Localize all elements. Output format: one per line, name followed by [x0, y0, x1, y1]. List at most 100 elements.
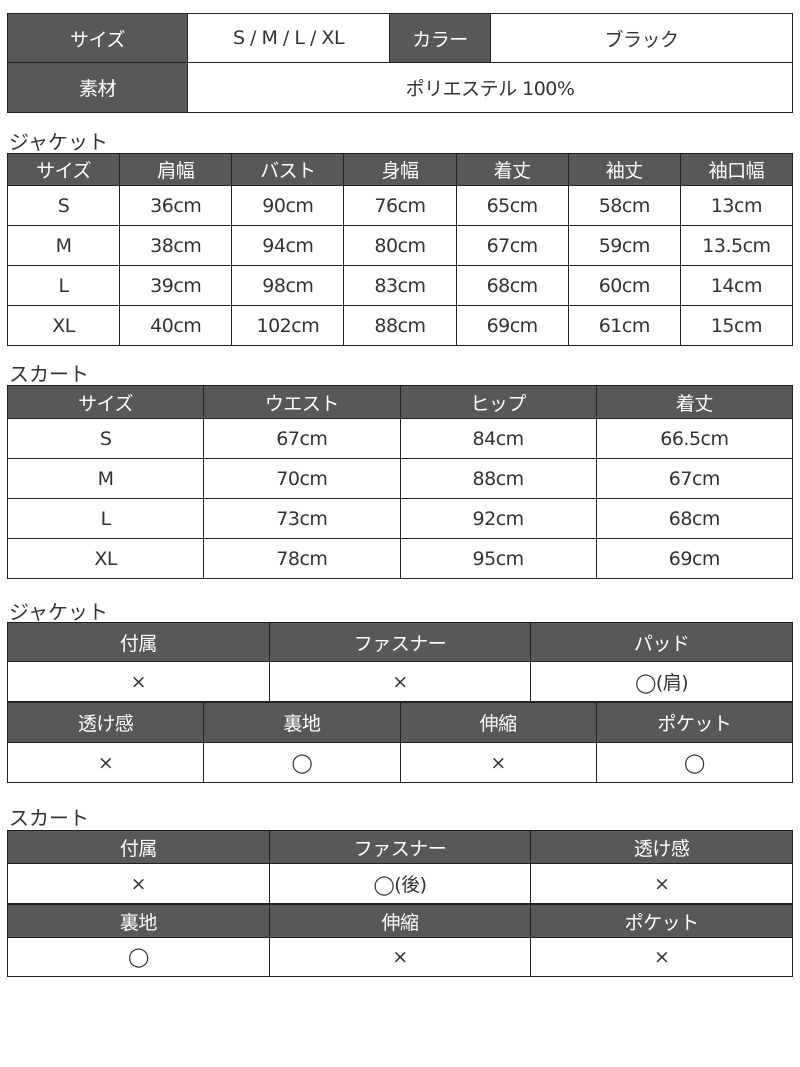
table-row: XL 40cm 102cm 88cm 69cm 61cm 15cm — [6, 305, 794, 346]
table-cell: XL — [6, 305, 121, 346]
column-header: ウエスト — [203, 385, 401, 419]
column-header: バスト — [231, 153, 345, 186]
feature-header: ポケット — [530, 904, 793, 938]
table-row: XL 78cm 95cm 69cm — [6, 538, 794, 579]
table-cell: 13.5cm — [679, 225, 794, 266]
table-cell: 68cm — [455, 265, 569, 306]
color-value: ブラック — [490, 13, 793, 63]
table-cell: 59cm — [567, 225, 681, 266]
column-header: サイズ — [6, 385, 205, 419]
feature-value: × — [7, 661, 270, 702]
feature-value: ◯ — [595, 742, 794, 783]
table-cell: 38cm — [119, 225, 233, 266]
table-cell: 60cm — [567, 265, 681, 306]
jacket-size-table: サイズ 肩幅 バスト 身幅 着丈 袖丈 袖口幅 S 36cm 90cm 76cm 65cm 58cm 13… — [6, 153, 794, 346]
column-header: 袖口幅 — [679, 153, 794, 186]
material-label: 素材 — [7, 62, 188, 113]
table-cell: 90cm — [231, 185, 345, 226]
feature-value: × — [530, 937, 793, 977]
color-label: カラー — [389, 13, 491, 63]
column-header: 肩幅 — [119, 153, 233, 186]
column-header: ヒップ — [399, 385, 597, 419]
column-header: 着丈 — [455, 153, 569, 186]
table-row: M 38cm 94cm 80cm 67cm 59cm 13.5cm — [6, 225, 794, 266]
size-label: サイズ — [7, 13, 188, 63]
jacket-features-title: ジャケット — [9, 600, 108, 624]
table-row: S 67cm 84cm 66.5cm — [6, 418, 794, 459]
table-row: M 70cm 88cm 67cm — [6, 458, 794, 499]
feature-header: パッド — [530, 622, 793, 662]
material-value: ポリエステル 100% — [187, 62, 793, 113]
skirt-size-table: サイズ ウエスト ヒップ 着丈 S 67cm 84cm 66.5cm M 70cm 88cm 67cm… — [6, 385, 794, 579]
table-cell: 84cm — [399, 418, 597, 459]
feature-header: 付属 — [7, 830, 270, 864]
table-cell: 95cm — [399, 538, 597, 579]
table-cell: 14cm — [679, 265, 794, 306]
table-cell: 69cm — [595, 538, 794, 579]
table-row: S 36cm 90cm 76cm 65cm 58cm 13cm — [6, 185, 794, 226]
size-value: S / M / L / XL — [187, 13, 390, 63]
feature-header: 裏地 — [7, 904, 270, 938]
feature-header: 伸縮 — [399, 702, 597, 743]
table-row: L 73cm 92cm 68cm — [6, 498, 794, 539]
table-cell: 88cm — [399, 458, 597, 499]
feature-value: × — [399, 742, 597, 783]
feature-value: × — [7, 863, 270, 904]
feature-value: ◯(後) — [268, 863, 532, 904]
table-cell: 58cm — [567, 185, 681, 226]
column-header: サイズ — [6, 153, 121, 186]
table-cell: 40cm — [119, 305, 233, 346]
table-cell: 67cm — [455, 225, 569, 266]
table-cell: M — [6, 225, 121, 266]
table-cell: L — [6, 265, 121, 306]
feature-header: ファスナー — [268, 622, 532, 662]
table-cell: M — [6, 458, 205, 499]
table-cell: 67cm — [203, 418, 401, 459]
feature-value: × — [268, 937, 532, 977]
table-cell: 61cm — [567, 305, 681, 346]
column-header: 着丈 — [595, 385, 794, 419]
table-cell: 36cm — [119, 185, 233, 226]
skirt-features-table: 付属 ファスナー 透け感 × ◯(後) × 裏地 伸縮 ポケット ◯ × × — [7, 830, 793, 977]
table-cell: 98cm — [231, 265, 345, 306]
table-cell: 94cm — [231, 225, 345, 266]
feature-header: 裏地 — [203, 702, 401, 743]
table-cell: 13cm — [679, 185, 794, 226]
feature-value: × — [6, 742, 205, 783]
table-cell: 88cm — [343, 305, 457, 346]
table-cell: 68cm — [595, 498, 794, 539]
table-cell: XL — [6, 538, 205, 579]
table-cell: 69cm — [455, 305, 569, 346]
table-cell: S — [6, 185, 121, 226]
table-cell: 65cm — [455, 185, 569, 226]
column-header: 袖丈 — [567, 153, 681, 186]
table-cell: 102cm — [231, 305, 345, 346]
table-cell: 39cm — [119, 265, 233, 306]
table-cell: 92cm — [399, 498, 597, 539]
table-cell: 80cm — [343, 225, 457, 266]
table-cell: 73cm — [203, 498, 401, 539]
feature-value: × — [268, 661, 532, 702]
table-cell: 67cm — [595, 458, 794, 499]
feature-header: ポケット — [595, 702, 794, 743]
table-cell: 83cm — [343, 265, 457, 306]
feature-header: 伸縮 — [268, 904, 532, 938]
table-cell: 70cm — [203, 458, 401, 499]
feature-header: ファスナー — [268, 830, 532, 864]
jacket-size-title: ジャケット — [9, 130, 108, 154]
jacket-features-table: 付属 ファスナー パッド × × ◯(肩) 透け感 裏地 伸縮 ポケット × ◯ × ◯ — [6, 622, 794, 783]
column-header: 身幅 — [343, 153, 457, 186]
feature-value: × — [530, 863, 793, 904]
summary-table: サイズ S / M / L / XL カラー ブラック 素材 ポリエステル 10… — [7, 13, 793, 113]
table-cell: 76cm — [343, 185, 457, 226]
feature-header: 透け感 — [530, 830, 793, 864]
feature-header: 透け感 — [6, 702, 205, 743]
feature-value: ◯(肩) — [530, 661, 793, 702]
table-cell: S — [6, 418, 205, 459]
feature-header: 付属 — [7, 622, 270, 662]
table-cell: 66.5cm — [595, 418, 794, 459]
table-cell: 78cm — [203, 538, 401, 579]
table-cell: 15cm — [679, 305, 794, 346]
table-row: L 39cm 98cm 83cm 68cm 60cm 14cm — [6, 265, 794, 306]
table-cell: L — [6, 498, 205, 539]
